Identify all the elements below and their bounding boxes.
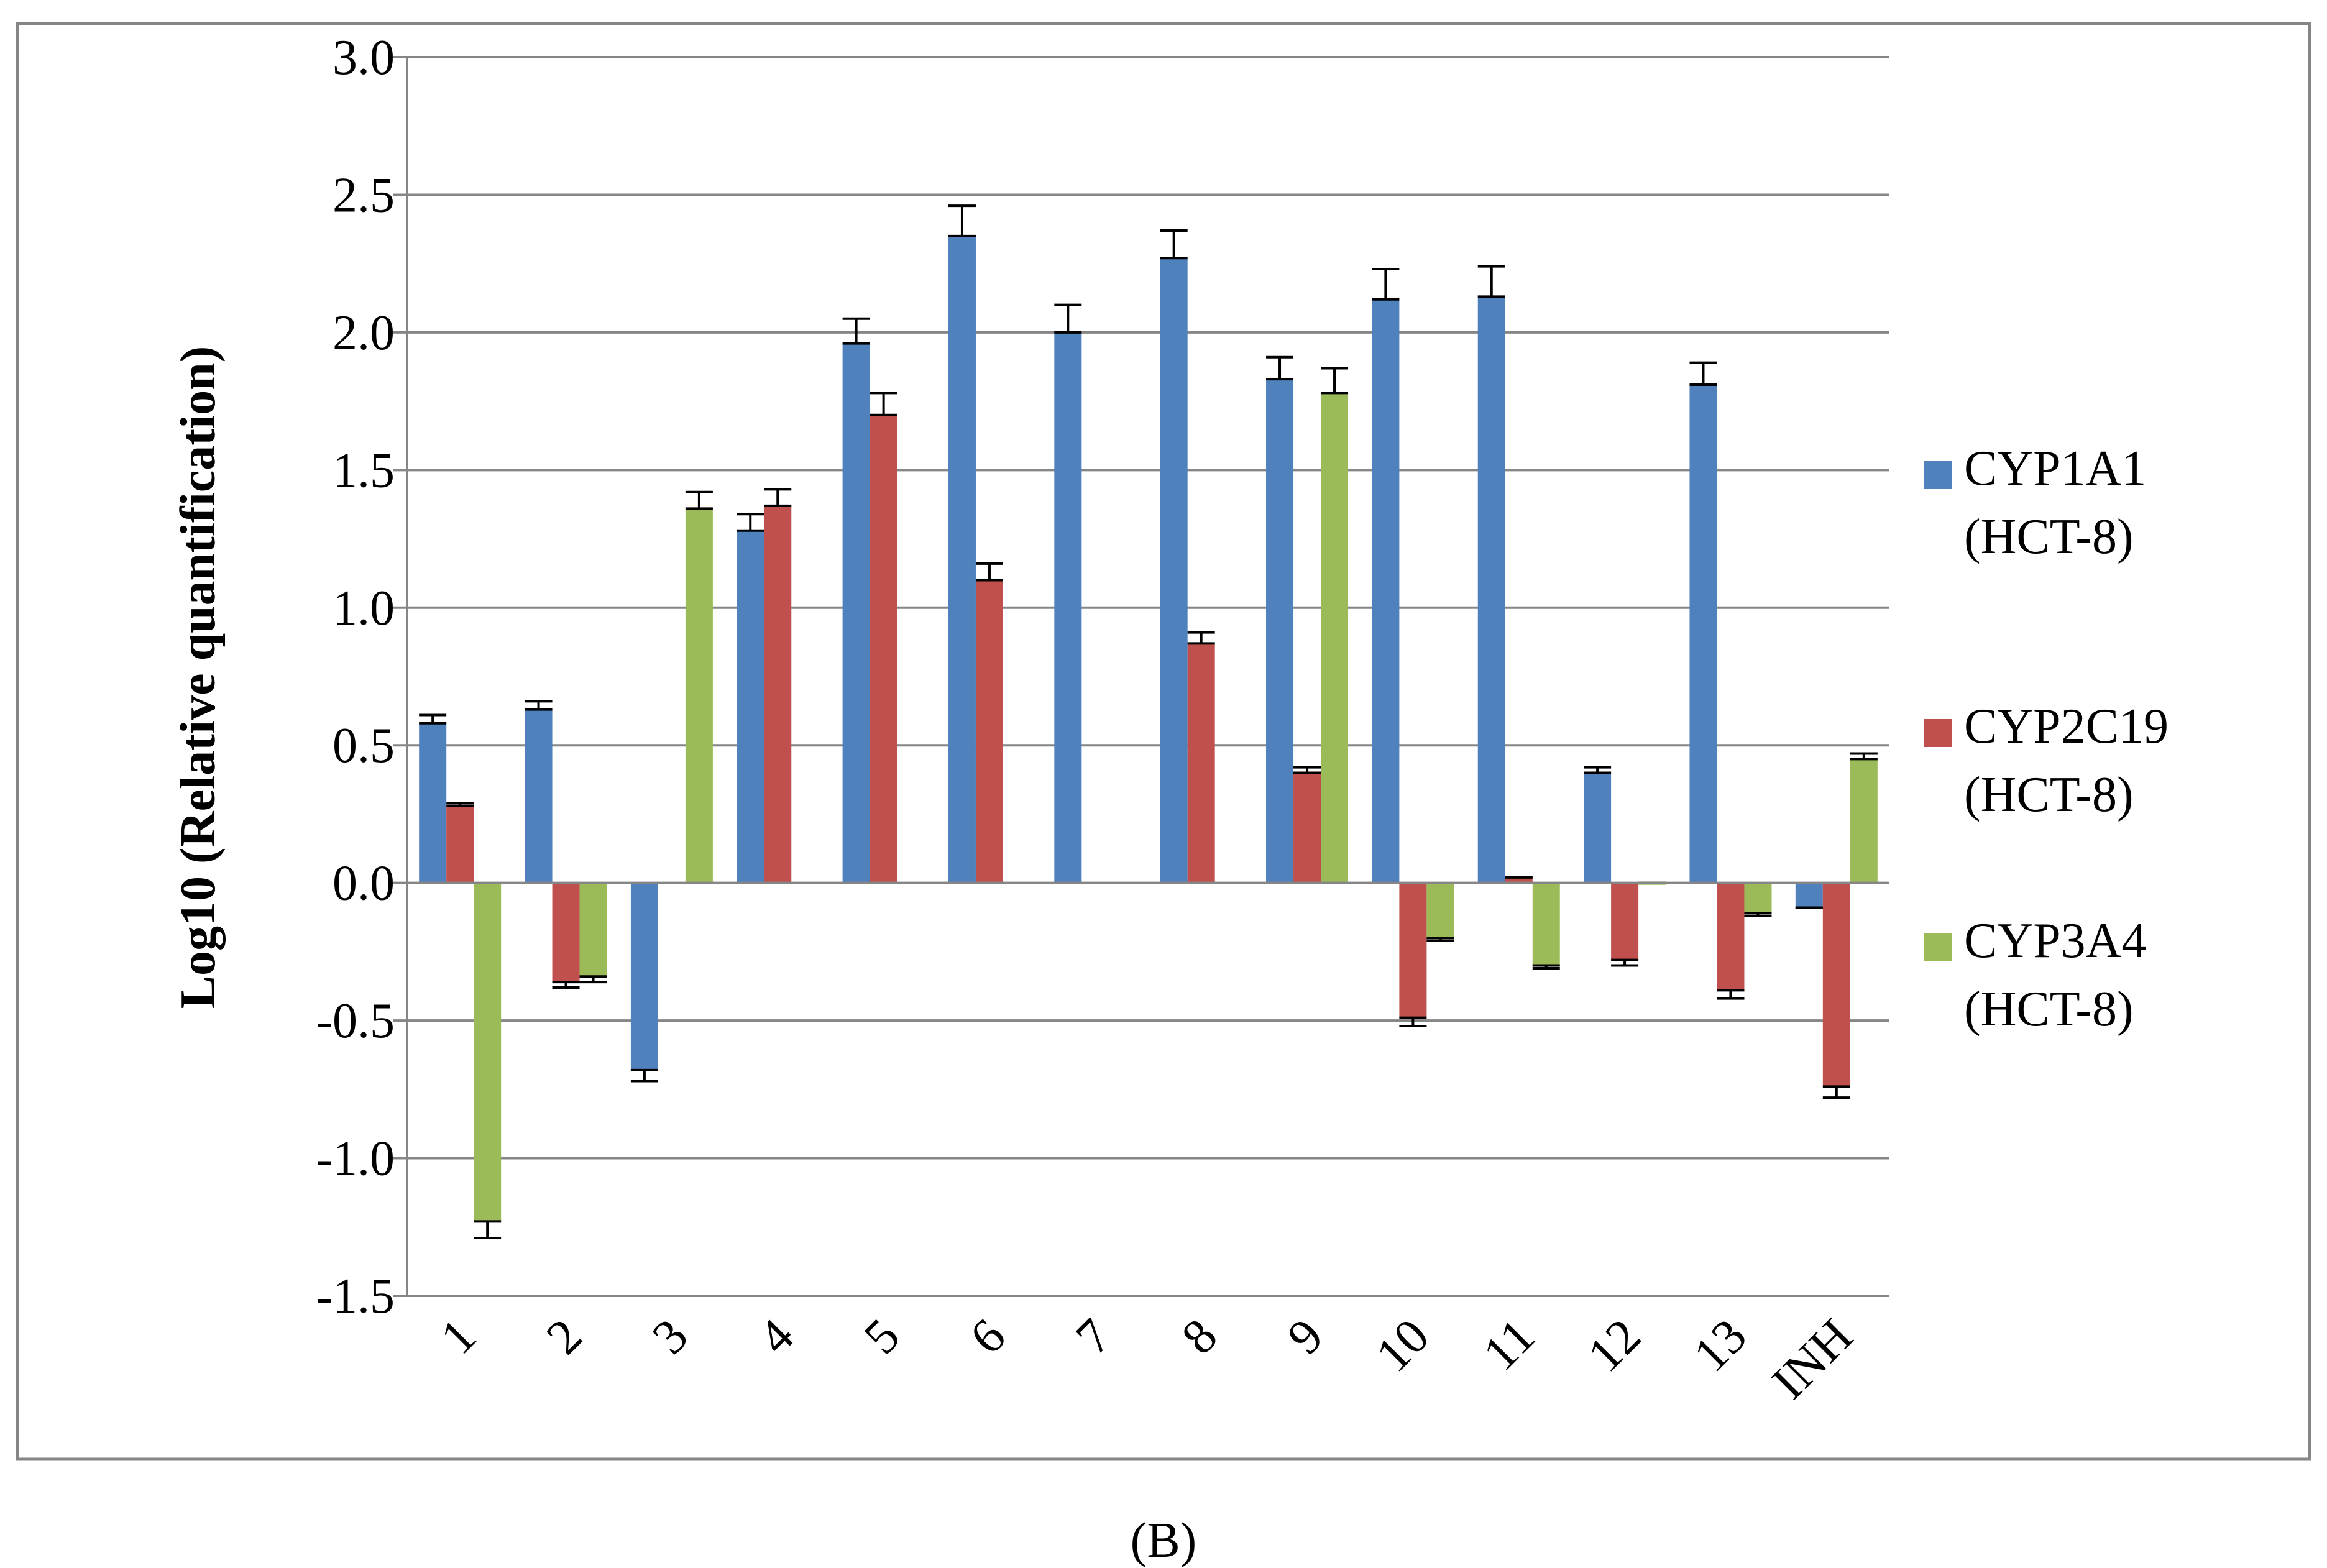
legend-swatch [1924, 461, 1952, 489]
bar [764, 505, 792, 883]
bar [525, 709, 553, 883]
bar [1160, 258, 1188, 883]
legend-swatch [1924, 933, 1952, 961]
bar [1293, 773, 1321, 883]
bar [1187, 643, 1215, 883]
legend-label: CYP1A1 [1964, 441, 2146, 496]
bar [1532, 883, 1560, 966]
bar [474, 883, 502, 1222]
legend-label: (HCT-8) [1964, 982, 2134, 1037]
bar [1822, 883, 1850, 1087]
y-tick-labels: 3.0 2.5 2.0 1.5 1.0 0.5 0.0 -0.5 -1.0 -1.5 [316, 30, 395, 1324]
bar [1611, 883, 1639, 960]
bar [948, 236, 976, 883]
bar [1477, 296, 1505, 883]
bar-series [419, 236, 1878, 1222]
legend-label: (HCT-8) [1964, 510, 2134, 564]
bar [1372, 299, 1400, 883]
bar [737, 530, 764, 883]
y-tick-label: 0.5 [333, 718, 395, 773]
bar [446, 805, 474, 883]
y-tick-label: 0.0 [333, 856, 395, 911]
bar [1584, 773, 1612, 883]
y-tick-label: -0.5 [316, 994, 395, 1048]
bar [1399, 883, 1427, 1018]
legend-label: (HCT-8) [1964, 768, 2134, 822]
bar [842, 343, 870, 883]
y-tick-label: 3.0 [333, 30, 395, 85]
bar [1795, 883, 1823, 908]
y-axis-label: Log10 (Relative quantification) [171, 346, 226, 1009]
y-tick-label: 2.5 [333, 168, 395, 222]
bar [1321, 393, 1349, 883]
bar [1689, 385, 1717, 883]
bar [1505, 877, 1533, 883]
bar [630, 883, 658, 1070]
legend: CYP1A1 (HCT-8) CYP2C19 (HCT-8) CYP3A4 (HCT-8) [1924, 441, 2169, 1037]
figure-caption: (B) [1131, 1513, 1197, 1568]
bar [552, 883, 580, 983]
bar [1744, 883, 1772, 914]
y-tick-label: -1.0 [316, 1132, 395, 1186]
error-bars [419, 204, 1878, 1239]
legend-label: CYP3A4 [1964, 914, 2146, 968]
bar [1054, 332, 1082, 883]
bar [1850, 759, 1878, 883]
legend-swatch [1924, 719, 1952, 747]
bar [579, 883, 607, 977]
bar [1266, 379, 1294, 883]
bar [419, 723, 447, 883]
bar [1717, 883, 1745, 991]
bar [870, 415, 897, 883]
y-tick-label: 1.5 [333, 443, 395, 498]
legend-label: CYP2C19 [1964, 699, 2169, 754]
y-tick-label: 1.0 [333, 581, 395, 636]
bar [975, 580, 1003, 883]
y-tick-label: 2.0 [333, 306, 395, 360]
bar [1426, 883, 1454, 938]
y-tick-label: -1.5 [316, 1269, 395, 1324]
bar [685, 508, 713, 883]
